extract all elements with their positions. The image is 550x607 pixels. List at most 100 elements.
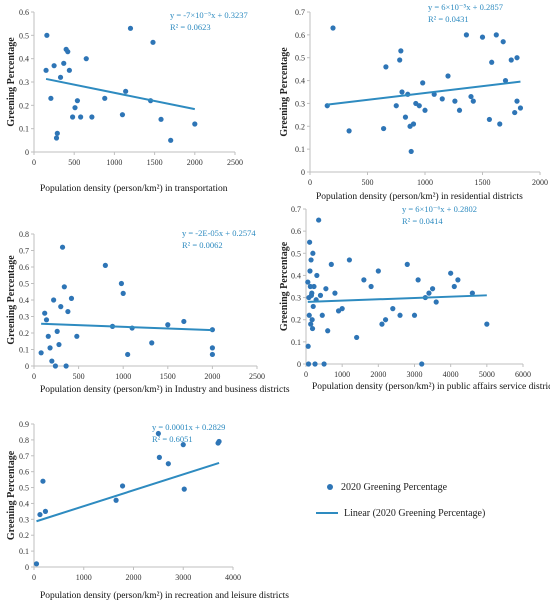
data-point [309, 325, 316, 332]
x-tick-label: 500 [73, 372, 85, 381]
y-tick-label: 0.4 [291, 271, 301, 280]
data-point [455, 277, 461, 283]
x-tick-label: 0 [304, 370, 308, 379]
data-point [61, 60, 67, 66]
data-point [308, 257, 314, 263]
x-tick-label: 500 [362, 178, 374, 187]
data-point [51, 63, 57, 69]
x-tick-label: 0 [32, 158, 36, 167]
data-point [119, 483, 126, 489]
y-tick-label: 0.9 [19, 420, 29, 429]
y-tick-label: 0.4 [19, 296, 29, 305]
chart-panel-3: 0 0.1 0.2 0.3 0.4 0.5 0.6 0.7 0.8 0 500 1000 1500 200… [6, 228, 290, 395]
y-tick-label: 0.2 [295, 122, 305, 131]
x-tick-label: 4000 [443, 370, 459, 379]
x-tick-label: 5000 [479, 370, 495, 379]
r-squared-label: R² = 0.0062 [182, 240, 223, 250]
y-tick-label: 0.5 [295, 54, 305, 63]
data-point [61, 284, 67, 290]
data-point [37, 511, 43, 518]
data-point [181, 486, 187, 492]
data-point [165, 322, 171, 328]
data-point [155, 430, 161, 437]
data-point [42, 508, 49, 514]
data-point [433, 299, 439, 305]
y-tick-label: 0.3 [291, 294, 301, 303]
data-point [399, 89, 405, 95]
data-point [398, 48, 404, 54]
data-point [54, 130, 60, 136]
y-tick-label: 0.8 [19, 230, 29, 239]
x-tick-label: 0 [308, 178, 312, 187]
y-axis-label: Greening Percentage [6, 255, 17, 345]
x-tick-label: 2000 [204, 372, 220, 381]
x-tick-label: 2000 [126, 573, 142, 582]
data-point [309, 290, 315, 296]
data-point [51, 297, 57, 303]
data-point [314, 272, 320, 279]
y-tick-label: 0.3 [295, 99, 305, 108]
data-point [52, 363, 59, 369]
data-point [419, 361, 425, 367]
data-point [470, 98, 476, 104]
y-axis-label: Greening Percentage [6, 450, 17, 540]
data-point [156, 454, 162, 460]
x-axis-label: Population density (person/km²) in recre… [40, 590, 289, 601]
data-point [69, 114, 76, 120]
y-tick-label: 0 [297, 360, 301, 369]
data-point [325, 328, 331, 334]
trend-line [36, 461, 220, 523]
data-point [452, 98, 458, 104]
y-tick-label: 0 [25, 148, 29, 157]
data-point [149, 340, 155, 346]
trend-line [327, 80, 521, 106]
data-point [47, 345, 53, 351]
data-point [448, 270, 454, 276]
data-point [319, 312, 325, 318]
data-point [486, 116, 492, 123]
data-point [420, 80, 426, 86]
data-point [58, 304, 64, 310]
data-point [305, 279, 311, 285]
data-point [113, 497, 119, 503]
y-tick-label: 0.6 [295, 31, 305, 40]
data-point [40, 478, 46, 484]
data-point [312, 361, 318, 367]
legend-line-label: Linear (2020 Greening Percentage) [344, 508, 485, 519]
x-tick-label: 6000 [515, 370, 531, 379]
data-point [317, 292, 324, 298]
y-tick-label: 0.1 [19, 125, 29, 134]
data-point [375, 268, 381, 274]
data-point [502, 77, 509, 84]
data-point [57, 74, 64, 80]
data-point [451, 283, 457, 290]
data-point [310, 250, 316, 256]
legend: 2020 Greening Percentage Linear (2020 Gre… [316, 482, 485, 519]
data-point [330, 25, 336, 31]
x-tick-label: 2000 [532, 178, 548, 187]
y-tick-label: 0.2 [19, 101, 29, 110]
data-point [59, 244, 66, 250]
data-point [411, 312, 418, 318]
data-point [517, 105, 524, 111]
data-point [383, 64, 389, 70]
x-axis-label: Population density (person/km²) in Indus… [40, 384, 290, 395]
data-point [66, 67, 72, 73]
data-point [44, 32, 50, 38]
r-squared-label: R² = 0.0414 [402, 216, 443, 226]
x-tick-label: 2500 [227, 158, 243, 167]
data-point [306, 312, 312, 318]
y-tick-label: 0.1 [19, 547, 29, 556]
data-point [311, 283, 317, 290]
x-axis-label: Population density (person/km²) in trans… [40, 183, 228, 194]
x-tick-label: 1000 [115, 372, 131, 381]
data-point [127, 25, 134, 31]
data-point [402, 114, 409, 120]
data-point [382, 317, 389, 323]
trend-equation: y = 6×10⁻⁵x + 0.2857 [428, 2, 503, 12]
trend-equation: y = -2E-05x + 0.2574 [182, 228, 256, 238]
data-point [484, 321, 490, 327]
data-point [308, 321, 314, 327]
y-tick-label: 0.6 [19, 263, 29, 272]
